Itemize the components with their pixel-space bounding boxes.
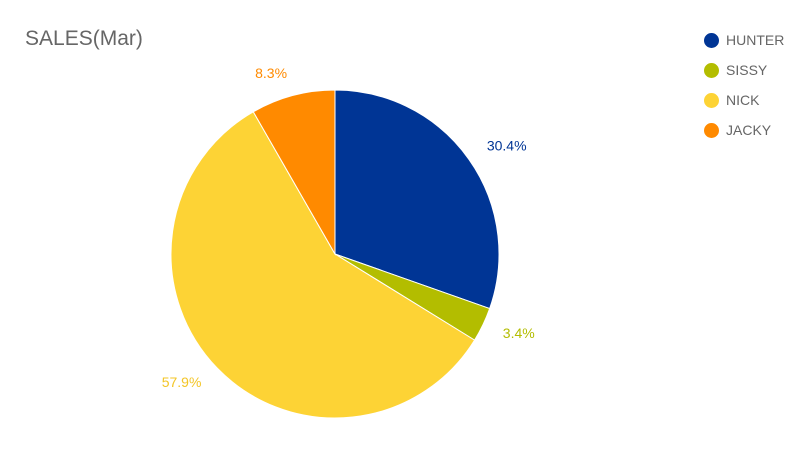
chart-title: SALES(Mar): [25, 27, 143, 50]
pie-data-labels: 30.4% 3.4% 57.9% 8.3%: [162, 65, 535, 390]
data-label-hunter: 30.4%: [487, 137, 527, 153]
legend-swatch-icon: [704, 122, 719, 138]
legend-label: HUNTER: [726, 32, 785, 48]
legend: HUNTER SISSY NICK JACKY: [704, 25, 796, 145]
legend-label: SISSY: [726, 62, 768, 78]
legend-item-nick[interactable]: NICK: [704, 85, 796, 115]
pie-slices: [170, 89, 500, 419]
data-label-nick: 57.9%: [162, 374, 202, 390]
pie-slice-jacky[interactable]: [252, 89, 336, 256]
legend-item-jacky[interactable]: JACKY: [704, 115, 796, 145]
legend-label: NICK: [726, 92, 760, 108]
legend-label: JACKY: [726, 122, 772, 138]
data-label-jacky: 8.3%: [255, 65, 287, 81]
legend-item-sissy[interactable]: SISSY: [704, 55, 796, 85]
pie-slice-nick[interactable]: [170, 111, 476, 419]
legend-swatch-icon: [704, 32, 719, 48]
data-label-sissy: 3.4%: [503, 325, 535, 341]
legend-swatch-icon: [704, 62, 719, 78]
legend-item-hunter[interactable]: HUNTER: [704, 25, 796, 55]
legend-swatch-icon: [704, 92, 719, 108]
pie-slice-hunter[interactable]: [334, 89, 500, 310]
